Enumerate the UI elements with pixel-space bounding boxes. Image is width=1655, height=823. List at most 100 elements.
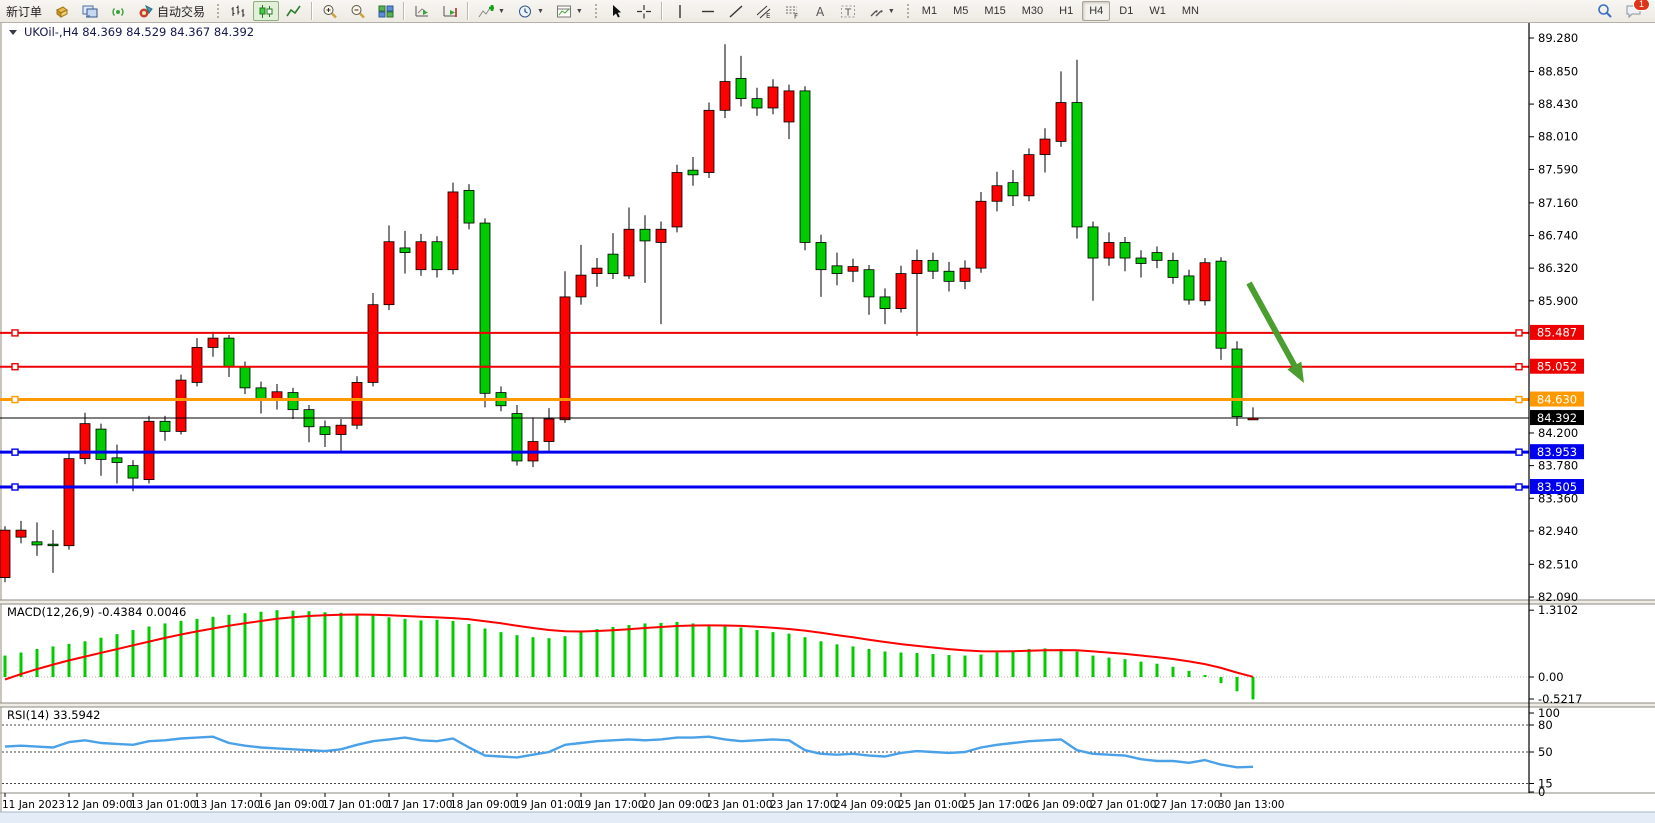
time-tick-label: 17 Jan 17:00: [386, 799, 452, 811]
macd-axis-label: -0.5217: [1538, 692, 1582, 706]
indicators-button[interactable]: ▼: [473, 1, 510, 21]
auto-scroll-button[interactable]: [409, 1, 435, 21]
text-label-button[interactable]: T: [835, 1, 861, 21]
tf-m15[interactable]: M15: [977, 1, 1012, 21]
dropdown-arrow-icon[interactable]: ▼: [536, 7, 544, 15]
data-window-button[interactable]: [77, 1, 103, 21]
tf-mn[interactable]: MN: [1175, 1, 1206, 21]
macd-bar: [1059, 648, 1063, 677]
notifications-button[interactable]: 1: [1620, 0, 1650, 21]
dropdown-arrow-icon[interactable]: ▼: [498, 7, 505, 15]
zoom-in-button[interactable]: [317, 1, 343, 21]
equidistant-channel-button[interactable]: E: [751, 1, 777, 21]
tf-w1[interactable]: W1: [1142, 1, 1173, 21]
price-tick-label: 82.940: [1538, 524, 1578, 538]
chart-shift-button[interactable]: [437, 1, 463, 21]
tf-m1[interactable]: M1: [915, 1, 944, 21]
candlestick-chart-button[interactable]: [253, 1, 280, 21]
hline-handle[interactable]: [1515, 448, 1523, 456]
toolbar-separator: [311, 2, 314, 20]
macd-bar: [1219, 677, 1223, 684]
tf-m30-label: M30: [1021, 5, 1044, 17]
hline-handle[interactable]: [11, 329, 19, 337]
line-chart-button[interactable]: [281, 1, 307, 21]
candle: [1007, 170, 1019, 206]
bar-chart-button[interactable]: [225, 1, 251, 21]
crosshair-icon: [636, 4, 652, 19]
rsi-line: [4, 735, 1254, 769]
cursor-button[interactable]: [603, 1, 629, 21]
rsi-axis-label: 0: [1538, 785, 1545, 799]
autotrading-button[interactable]: 自动交易: [133, 1, 210, 21]
tf-m5[interactable]: M5: [946, 1, 975, 21]
tf-m30[interactable]: M30: [1015, 1, 1050, 21]
hline-handle[interactable]: [1515, 329, 1523, 337]
macd-bar: [803, 637, 807, 677]
macd-bar: [419, 620, 423, 677]
zoom-out-button[interactable]: [345, 1, 371, 21]
text-button[interactable]: A: [807, 1, 833, 21]
candle: [879, 288, 891, 325]
arrows-icon: [868, 4, 884, 19]
time-tick-label: 27 Jan 01:00: [1090, 799, 1156, 811]
search-button[interactable]: [1592, 1, 1618, 21]
macd-bar: [1139, 661, 1143, 677]
hline-handle[interactable]: [11, 483, 19, 491]
toolbar-grip[interactable]: [216, 3, 222, 19]
candle: [623, 207, 635, 280]
macd-bar: [1203, 674, 1207, 677]
macd-bar: [1027, 648, 1031, 677]
periods-button[interactable]: ▼: [512, 1, 549, 21]
candle: [431, 236, 443, 278]
tf-d1[interactable]: D1: [1112, 1, 1140, 21]
tf-h4[interactable]: H4: [1082, 1, 1111, 21]
price-tick-label: 88.430: [1538, 97, 1578, 111]
tf-h1[interactable]: H1: [1052, 1, 1080, 21]
time-tick-label: 19 Jan 17:00: [578, 799, 644, 811]
hline-handle[interactable]: [11, 363, 19, 371]
candle: [191, 338, 203, 387]
macd-bar: [99, 637, 103, 677]
candle: [31, 522, 43, 556]
price-level-badge: 85.052: [1530, 358, 1584, 374]
trend-arrow-object[interactable]: [1246, 281, 1304, 383]
dropdown-arrow-icon[interactable]: ▼: [887, 7, 895, 15]
crosshair-button[interactable]: [631, 1, 657, 21]
pane-splitter[interactable]: [0, 703, 1655, 707]
dropdown-arrow-icon[interactable]: ▼: [575, 7, 583, 15]
toolbar-grip[interactable]: [905, 3, 911, 19]
notification-badge: 1: [1633, 0, 1650, 11]
toolbar-grip[interactable]: [593, 3, 599, 19]
new-order-button[interactable]: 新订单: [1, 1, 47, 21]
fibonacci-button[interactable]: F: [779, 1, 805, 21]
candle: [799, 86, 811, 251]
hline-handle[interactable]: [11, 395, 19, 404]
price-tick-label: 82.510: [1538, 557, 1578, 571]
tile-windows-button[interactable]: [373, 1, 399, 21]
toolbar: 新订单 自动交易 ▼ ▼ ▼ E F A T ▼ M1 M5 M15 M30 H1 H4 D1 W1 MN 1: [0, 0, 1655, 23]
candle: [415, 233, 427, 276]
hline-handle[interactable]: [1515, 395, 1523, 404]
macd-bar: [963, 655, 967, 677]
arrows-button[interactable]: ▼: [863, 1, 900, 21]
hline-handle[interactable]: [1515, 363, 1523, 371]
signals-button[interactable]: [105, 1, 131, 21]
macd-bar: [1251, 677, 1255, 700]
vertical-line-button[interactable]: [667, 1, 693, 21]
candle: [1183, 269, 1195, 305]
hline-handle[interactable]: [1515, 483, 1523, 491]
horizontal-line-button[interactable]: [695, 1, 721, 21]
rsi-level-lines: [2, 724, 1529, 784]
symbol-dropdown-icon[interactable]: [9, 30, 17, 35]
trendline-button[interactable]: [723, 1, 749, 21]
templates-button[interactable]: ▼: [551, 1, 588, 21]
macd-bar: [243, 613, 247, 677]
macd-bar: [131, 630, 135, 677]
hline-handle[interactable]: [11, 448, 19, 456]
rsi-indicator-label: RSI(14) 33.5942: [7, 708, 101, 722]
pane-splitter[interactable]: [0, 600, 1655, 604]
market-watch-button[interactable]: [49, 1, 75, 21]
macd-bar: [723, 626, 727, 677]
time-tick-label: 19 Jan 01:00: [514, 799, 580, 811]
candle: [1135, 250, 1147, 278]
